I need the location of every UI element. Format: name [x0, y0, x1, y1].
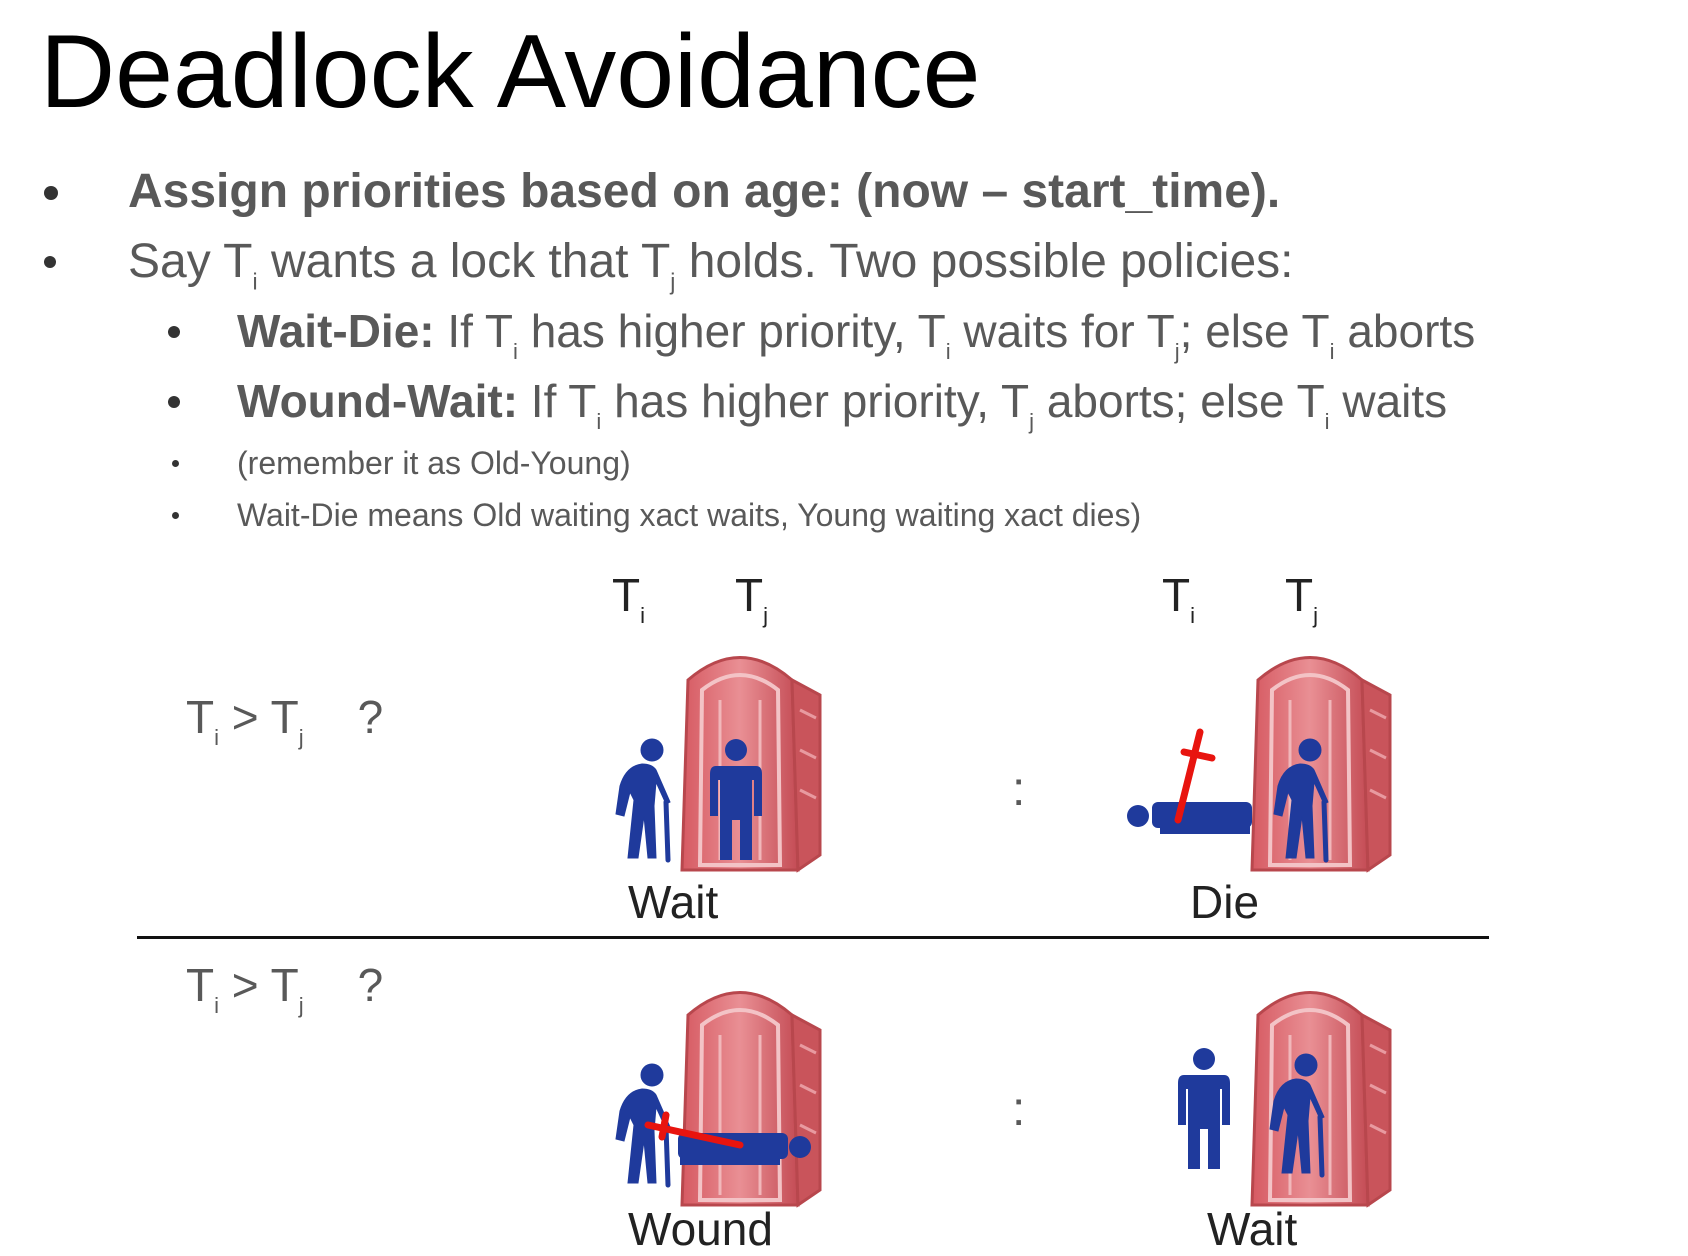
bullet-wound-wait: Wound-Wait: If Ti has higher priority, T… [237, 375, 1448, 435]
condition-wound-wait: Ti > Tj? [186, 959, 384, 1019]
bullet-remember: (remember it as Old-Young) [237, 445, 631, 481]
col-label-ti: Ti [1162, 569, 1196, 629]
bullet-wait-die: Wait-Die: If Ti has higher priority, Ti … [237, 305, 1476, 365]
caption-wait: Wait [1207, 1203, 1298, 1255]
portable-toilet-icon [680, 990, 822, 1207]
bullet-dot [172, 460, 179, 467]
bullet-policies: Say Ti wants a lock that Tj holds. Two p… [128, 235, 1294, 295]
bullet-priorities: Assign priorities based on age: (now – s… [128, 165, 1281, 218]
caption-wound: Wound [628, 1203, 773, 1255]
condition-wait-die: Ti > Tj? [186, 691, 384, 751]
die-illustration [1127, 655, 1392, 872]
col-label-tj: Tj [735, 569, 769, 629]
bullet-meaning: Wait-Die means Old waiting xact waits, Y… [237, 497, 1142, 533]
caption-die: Die [1190, 876, 1260, 928]
colon-separator: : [1012, 763, 1026, 816]
bullet-dot [168, 326, 180, 338]
young-man-icon [1178, 1048, 1230, 1169]
col-label-tj: Tj [1285, 569, 1319, 629]
sword-icon [1174, 728, 1216, 824]
col-label-ti: Ti [612, 569, 646, 629]
sword-icon [644, 1111, 744, 1149]
bullet-dot [44, 256, 56, 268]
portable-toilet-icon [1250, 655, 1392, 872]
wait-illustration [600, 655, 822, 872]
page-title: Deadlock Avoidance [40, 14, 981, 130]
wound-illustration [600, 990, 822, 1207]
bullet-dot [172, 512, 179, 519]
wait-illustration [1178, 990, 1392, 1207]
young-man-icon [1127, 802, 1252, 834]
row-divider [137, 936, 1489, 939]
caption-wait: Wait [628, 876, 719, 928]
old-man-icon [616, 739, 670, 860]
bullet-dot [44, 186, 58, 200]
bullet-dot [168, 396, 180, 408]
colon-separator: : [1012, 1083, 1026, 1136]
